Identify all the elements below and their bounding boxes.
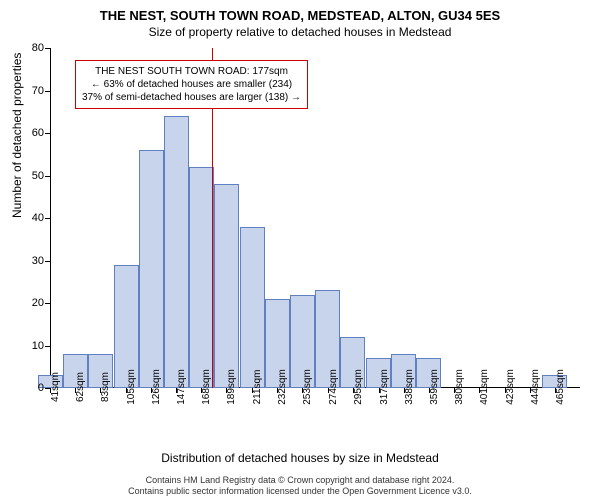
y-tick [45,176,50,177]
x-tick-label: 189sqm [226,369,237,405]
y-tick [45,303,50,304]
x-tick-label: 211sqm [252,370,263,405]
footer: Contains HM Land Registry data © Crown c… [0,475,600,498]
annotation-line1: THE NEST SOUTH TOWN ROAD: 177sqm [82,65,301,78]
annotation-box: THE NEST SOUTH TOWN ROAD: 177sqm ← 63% o… [75,60,308,109]
footer-line1: Contains HM Land Registry data © Crown c… [0,475,600,487]
y-tick-label: 10 [22,340,44,352]
y-tick [45,261,50,262]
x-tick-label: 83sqm [100,372,111,402]
annotation-line3: 37% of semi-detached houses are larger (… [82,91,301,104]
y-tick-label: 40 [22,212,44,224]
x-tick-label: 317sqm [379,369,390,405]
y-tick-label: 30 [22,255,44,267]
x-tick-label: 105sqm [126,369,137,405]
footer-line2: Contains public sector information licen… [0,486,600,498]
x-tick-label: 126sqm [151,369,162,405]
x-tick-label: 295sqm [353,369,364,405]
x-tick-label: 253sqm [302,369,313,405]
histogram-bar [240,227,265,389]
y-tick [45,91,50,92]
y-tick-label: 60 [22,127,44,139]
y-tick [45,133,50,134]
y-tick [45,346,50,347]
y-tick-label: 50 [22,170,44,182]
y-axis [50,48,51,388]
histogram-bar [189,167,214,388]
x-tick-label: 401sqm [479,369,490,405]
x-tick-label: 380sqm [454,369,465,405]
x-axis-label: Distribution of detached houses by size … [0,451,600,465]
chart-title-main: THE NEST, SOUTH TOWN ROAD, MEDSTEAD, ALT… [0,0,600,23]
chart-area: 0102030405060708041sqm62sqm83sqm105sqm12… [50,48,580,388]
x-tick-label: 62sqm [75,372,86,402]
y-tick-label: 20 [22,297,44,309]
y-tick-label: 0 [22,382,44,394]
annotation-line2: ← 63% of detached houses are smaller (23… [82,78,301,91]
x-tick-label: 147sqm [176,369,187,405]
y-tick [45,48,50,49]
x-tick-label: 41sqm [50,372,61,402]
y-tick-label: 80 [22,42,44,54]
x-tick-label: 338sqm [404,369,415,405]
x-tick-label: 423sqm [505,369,516,405]
chart-title-sub: Size of property relative to detached ho… [0,23,600,39]
x-tick-label: 232sqm [277,369,288,405]
y-tick-label: 70 [22,85,44,97]
x-tick-label: 274sqm [328,369,339,405]
x-tick-label: 359sqm [429,369,440,405]
histogram-bar [214,184,239,388]
histogram-bar [139,150,164,388]
y-tick [45,218,50,219]
x-tick-label: 444sqm [530,369,541,405]
histogram-bar [164,116,189,388]
x-tick-label: 465sqm [555,369,566,405]
x-tick-label: 168sqm [201,369,212,405]
